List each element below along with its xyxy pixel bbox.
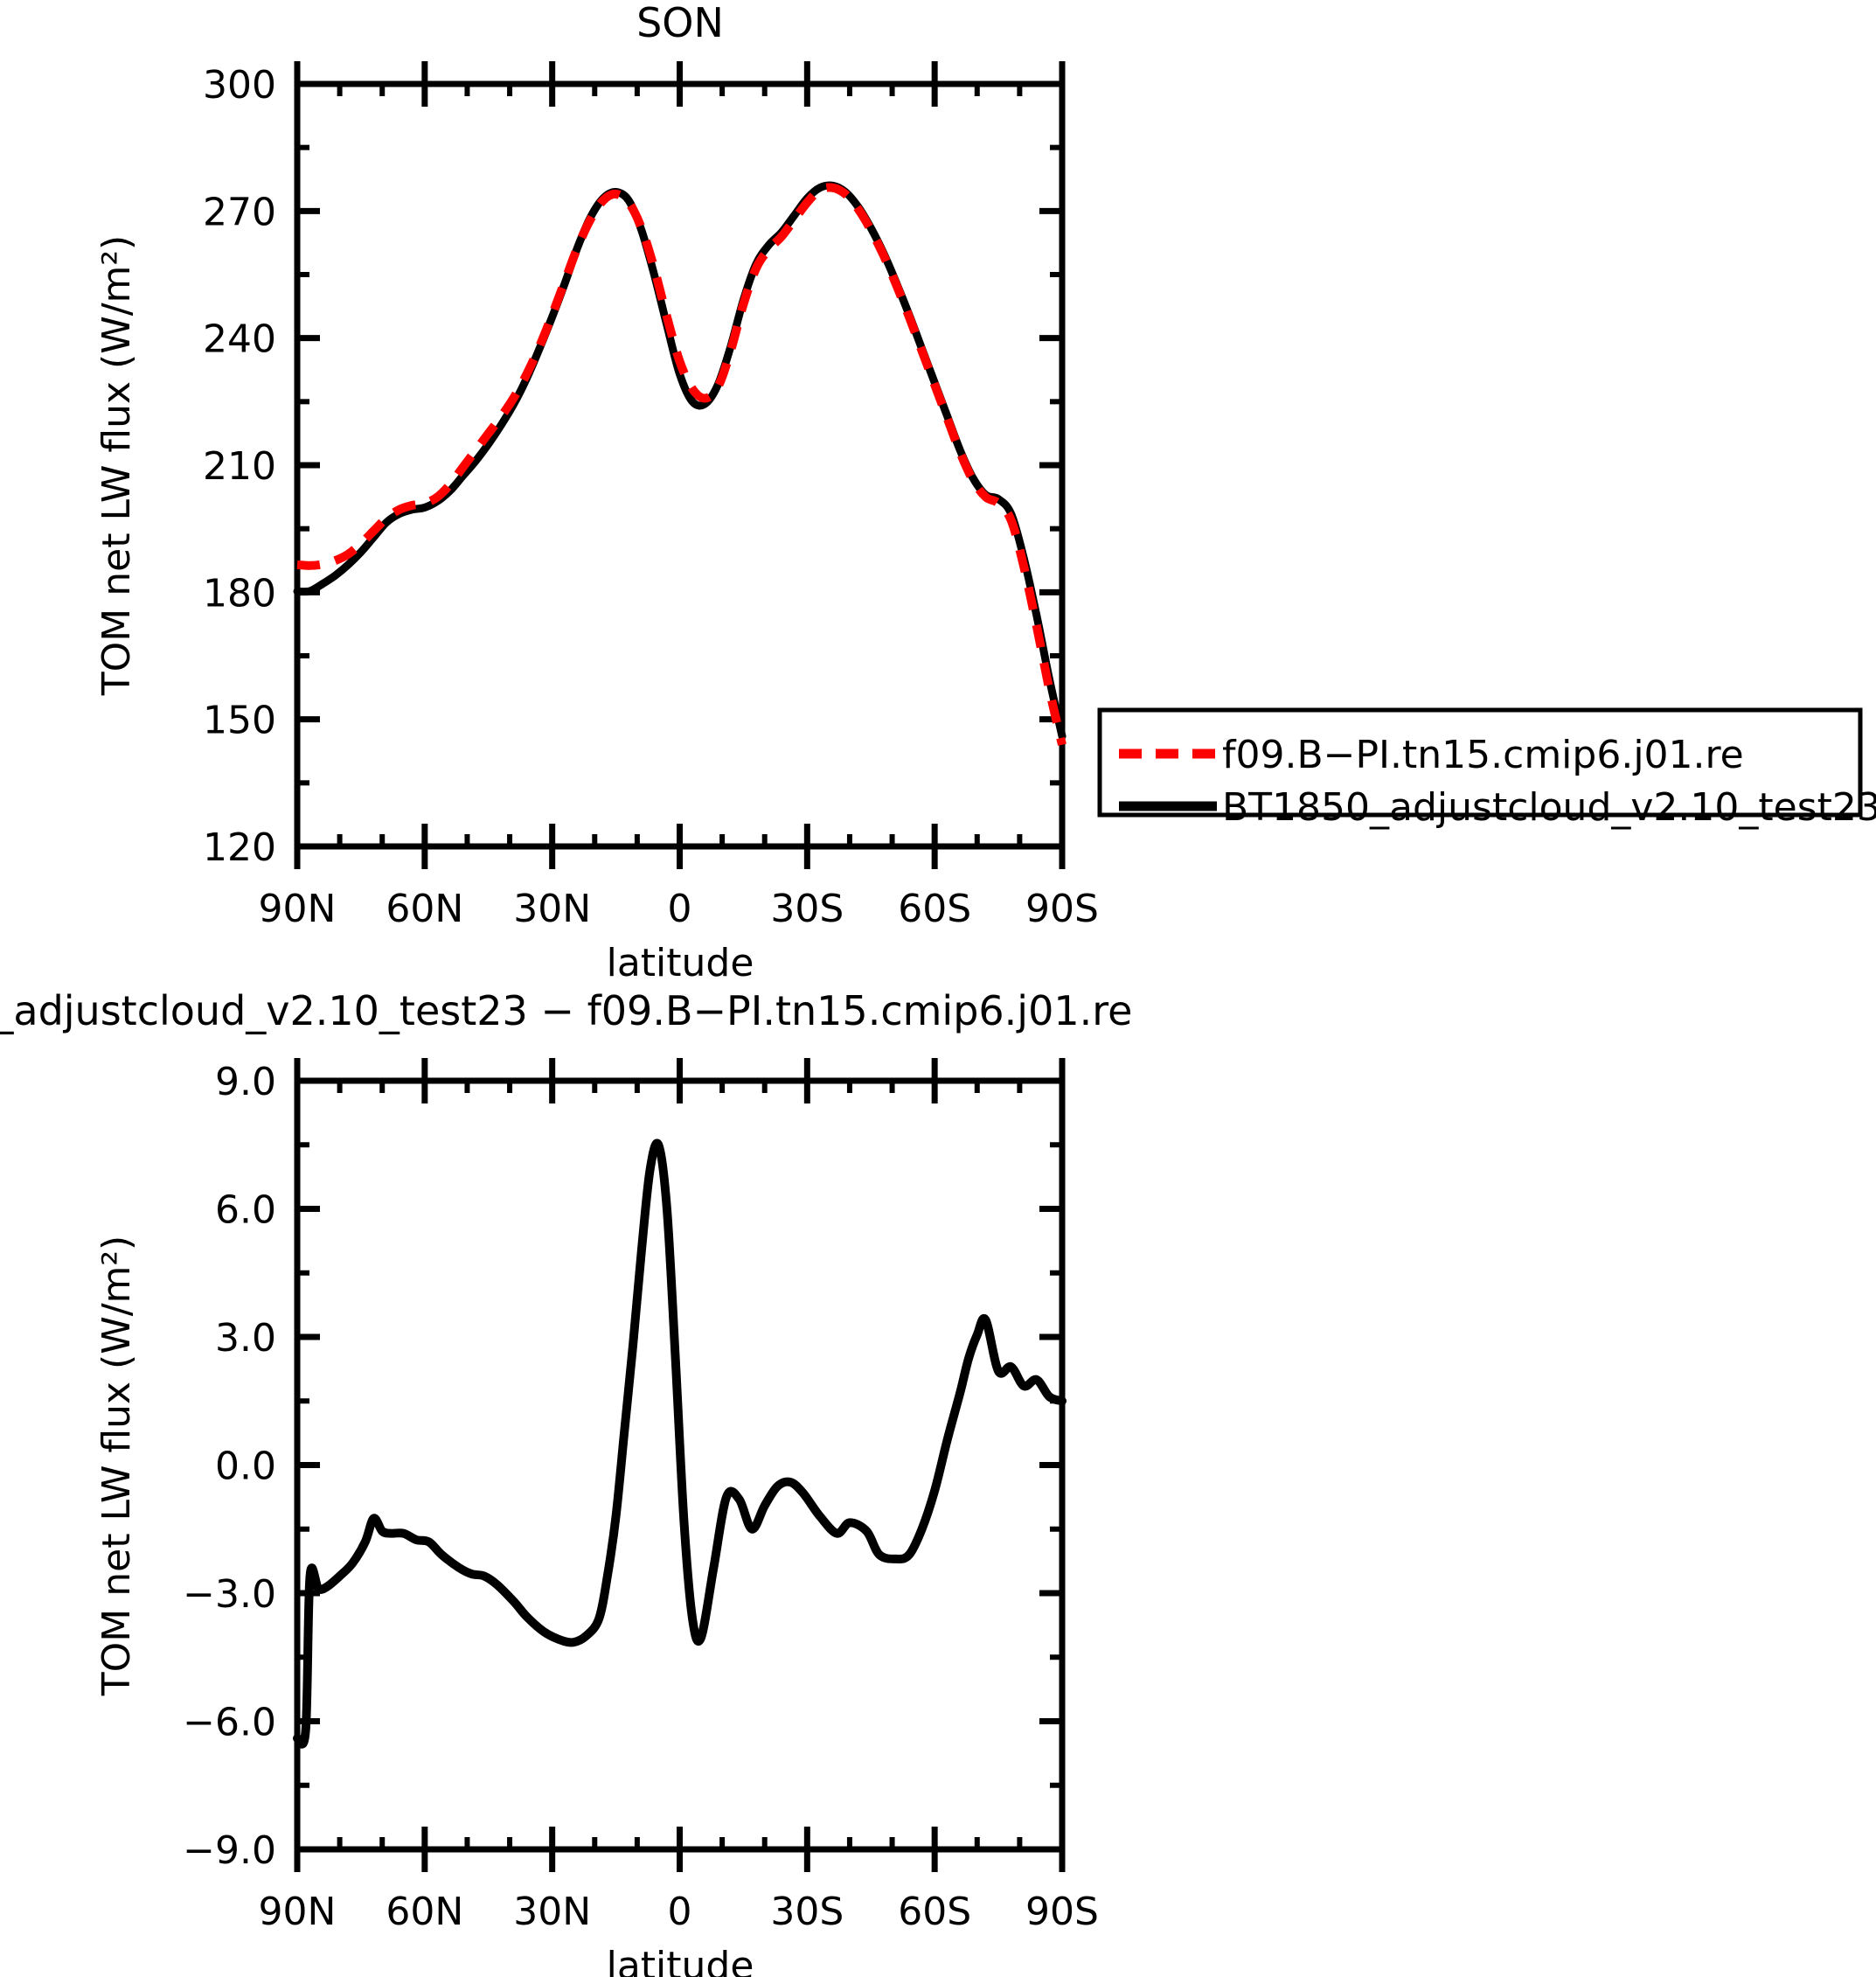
x-tick-label: 30S [770,1890,844,1934]
top-axes-frame [294,80,1066,850]
y-tick-label: −6.0 [183,1701,276,1745]
series-line-difference [293,1138,1067,1749]
legend-entry-test[interactable]: BT1850_adjustcloud_v2.10_test23 [1119,785,1876,830]
y-tick-label: 210 [203,444,276,489]
bottom-x-axis-label: latitude [607,1944,754,1977]
x-tick-label: 60S [898,887,971,931]
series-line-f09-reference [293,181,1067,741]
x-tick-label: 30S [770,887,844,931]
bottom-y-tick-group: −9.0 −6.0 −3.0 0.0 3.0 6.0 9.0 [183,1060,1062,1873]
top-y-minor-tick-group [297,144,1062,786]
y-tick-label: 270 [203,190,276,234]
y-tick-label: 300 [203,63,276,108]
top-y-tick-group: 120 150 180 210 240 270 300 [203,63,1062,870]
top-data-curves [293,181,1067,746]
x-tick-label: 60N [386,1890,463,1934]
bottom-x-tick-group: 90N 60N 30N 0 30S 60S 90S [259,1058,1099,1934]
x-tick-label: 90S [1025,887,1099,931]
x-tick-label: 30N [513,1890,591,1934]
bottom-y-axis-label: TOM net LW flux (W/m²) [94,1236,139,1696]
y-tick-label: 0.0 [215,1444,276,1489]
y-tick-label: −3.0 [183,1572,276,1617]
y-tick-label: 120 [203,825,276,870]
y-tick-label: 240 [203,317,276,362]
panel-bottom: 350_adjustcloud_v2.10_test23 − f09.B−PI.… [0,987,1132,1977]
bottom-x-minor-tick-group [337,1081,1023,1849]
bottom-data-curve [293,1138,1067,1749]
y-tick-label: 3.0 [215,1316,276,1361]
x-tick-label: 0 [668,887,692,931]
y-tick-label: 150 [203,699,276,743]
x-tick-label: 60S [898,1890,971,1934]
y-tick-label: 180 [203,571,276,616]
x-tick-label: 60N [386,887,463,931]
top-x-minor-tick-group [337,84,1023,846]
top-panel-title: SON [636,0,724,46]
top-y-axis-label: TOM net LW flux (W/m²) [94,235,139,696]
top-x-tick-group: 90N 60N 30N 0 30S 60S 90S [259,61,1099,931]
x-tick-label: 0 [668,1890,692,1934]
legend-label-reference: f09.B−PI.tn15.cmip6.j01.re [1222,733,1744,777]
x-tick-label: 90N [259,1890,337,1934]
y-tick-label: 9.0 [215,1060,276,1104]
x-tick-label: 30N [513,887,591,931]
series-line-bt1850-test [296,183,1067,746]
panel-top: SON 120 150 180 210 240 270 300 90N 60N 30N 0 30S 6… [94,0,1099,985]
top-x-axis-label: latitude [607,941,754,985]
x-tick-label: 90N [259,887,337,931]
legend-border [1097,707,1863,818]
x-tick-label: 90S [1025,1890,1099,1934]
legend-label-test: BT1850_adjustcloud_v2.10_test23 [1222,785,1876,830]
bottom-panel-title: 350_adjustcloud_v2.10_test23 − f09.B−PI.… [0,987,1132,1034]
legend-box[interactable]: f09.B−PI.tn15.cmip6.j01.re BT1850_adjust… [1097,707,1876,830]
y-tick-label: −9.0 [183,1828,276,1873]
y-tick-label: 6.0 [215,1188,276,1233]
legend-entry-reference[interactable]: f09.B−PI.tn15.cmip6.j01.re [1119,733,1744,777]
